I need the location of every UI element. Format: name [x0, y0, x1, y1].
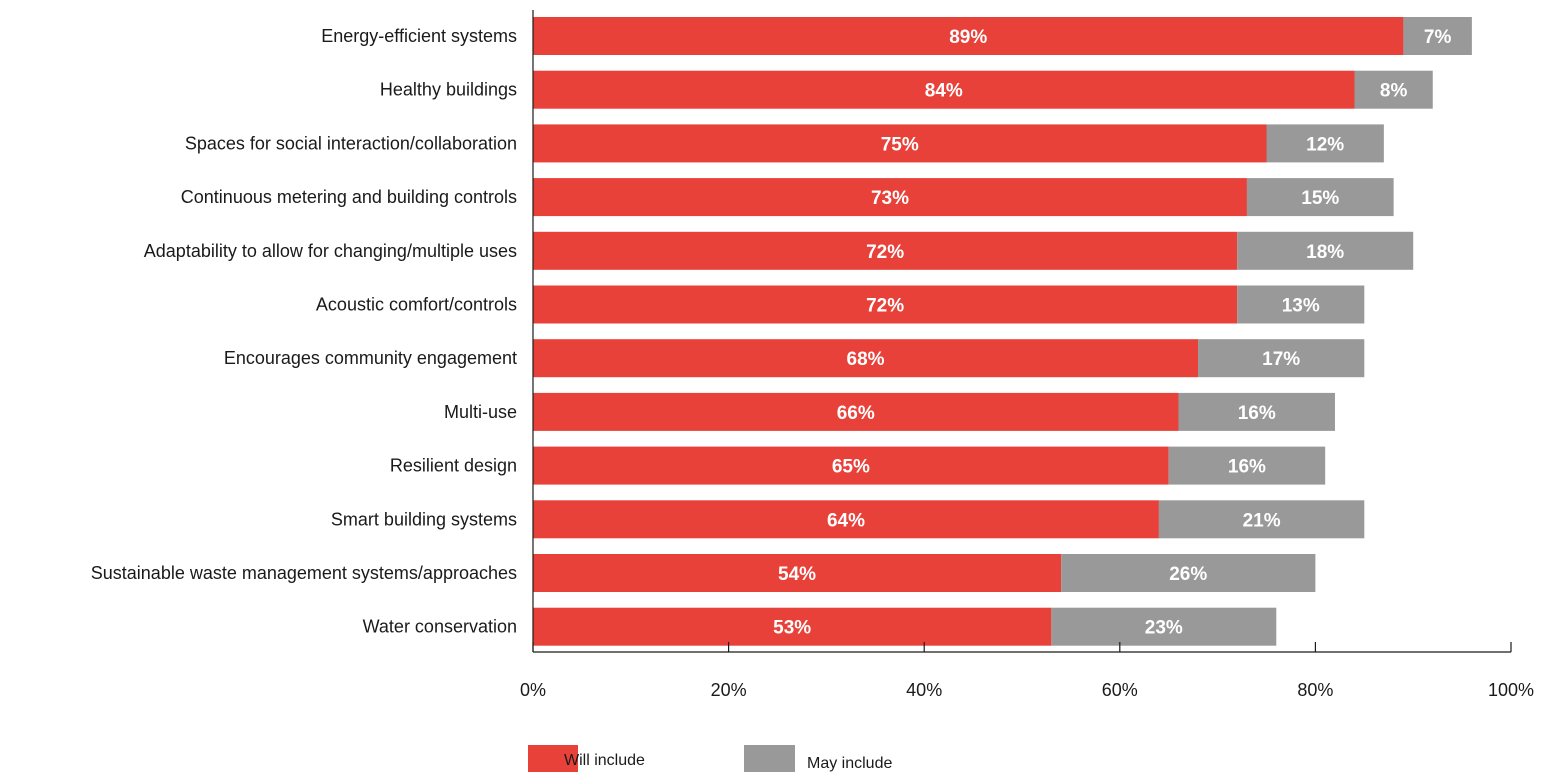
bar-will-include-1 [533, 17, 1404, 55]
x-tick-label-2: 20% [711, 680, 747, 700]
category-label-9: Resilient design [390, 456, 517, 476]
data-label-will-include-2: 84% [925, 81, 963, 102]
data-labels-layer: 89% 7% 84% 8% 75% 12% 73% 15% 72% 18% 72% 13% 68% 17%… [773, 27, 1451, 639]
data-label-will-include-8: 66% [837, 403, 875, 424]
category-label-7: Encourages community engagement [224, 348, 517, 368]
category-label-4: Continuous metering and building control… [181, 187, 517, 207]
category-label-8: Multi-use [444, 402, 517, 422]
bar-may-include-12 [1051, 607, 1277, 646]
data-label-may-include-9: 16% [1228, 457, 1266, 478]
data-label-will-include-1: 89% [949, 27, 987, 48]
bar-may-include-2 [1354, 70, 1433, 109]
bar-will-include-4 [533, 178, 1247, 217]
category-label-12: Water conservation [363, 617, 517, 637]
data-label-may-include-7: 17% [1262, 349, 1300, 370]
bar-will-include-12 [533, 607, 1052, 646]
bar-may-include-7 [1198, 339, 1365, 378]
bar-may-include-9 [1168, 446, 1326, 485]
bar-may-include-6 [1237, 285, 1365, 324]
data-label-may-include-6: 13% [1282, 296, 1320, 317]
data-label-may-include-12: 23% [1145, 618, 1183, 639]
bar-will-include-5 [533, 231, 1238, 270]
legend-swatch-will-include [528, 745, 578, 772]
bar-may-include-3 [1266, 124, 1384, 163]
x-tick-label-6: 100% [1488, 680, 1534, 700]
category-labels-layer: Energy-efficient systems Healthy building… [91, 26, 517, 637]
x-tick-label-4: 60% [1102, 680, 1138, 700]
data-label-will-include-3: 75% [881, 134, 919, 155]
category-label-1: Energy-efficient systems [321, 26, 517, 46]
category-label-3: Spaces for social interaction/collaborat… [185, 133, 517, 153]
bar-will-include-11 [533, 554, 1062, 592]
data-label-will-include-5: 72% [866, 242, 904, 263]
data-label-will-include-7: 68% [847, 349, 885, 370]
bar-will-include-9 [533, 446, 1169, 485]
data-label-may-include-8: 16% [1238, 403, 1276, 424]
bar-will-include-8 [533, 392, 1179, 431]
bar-will-include-6 [533, 285, 1238, 324]
data-label-may-include-11: 26% [1169, 564, 1207, 585]
data-label-may-include-1: 7% [1424, 27, 1452, 48]
category-label-10: Smart building systems [331, 509, 517, 529]
bar-may-include-4 [1246, 178, 1394, 217]
x-axis: 0% 20% 40% 60% 80% 100% [520, 10, 1534, 700]
bar-will-include-3 [533, 124, 1267, 163]
data-label-may-include-3: 12% [1306, 134, 1344, 155]
data-label-may-include-10: 21% [1243, 510, 1281, 531]
data-label-may-include-4: 15% [1301, 188, 1339, 209]
bar-may-include-8 [1178, 392, 1335, 431]
category-label-2: Healthy buildings [380, 80, 517, 100]
category-label-5: Adaptability to allow for changing/multi… [144, 241, 517, 261]
data-label-may-include-5: 18% [1306, 242, 1344, 263]
bar-may-include-1 [1403, 17, 1472, 55]
category-label-11: Sustainable waste management systems/app… [91, 563, 517, 583]
bar-may-include-10 [1158, 500, 1365, 539]
data-label-will-include-11: 54% [778, 564, 816, 585]
bar-may-include-5 [1237, 231, 1414, 270]
legend-label-will-include: Will include [564, 752, 645, 769]
data-label-will-include-4: 73% [871, 188, 909, 209]
legend-swatch-may-include [744, 745, 795, 772]
x-tick-label-3: 40% [906, 680, 942, 700]
data-label-will-include-10: 64% [827, 510, 865, 531]
legend-label-may-include: May include [807, 755, 892, 772]
bar-will-include-7 [533, 339, 1199, 378]
bar-will-include-2 [533, 70, 1355, 109]
bar-may-include-11 [1061, 554, 1316, 592]
data-label-will-include-6: 72% [866, 296, 904, 317]
legend: Will include May include [528, 745, 892, 772]
category-label-6: Acoustic comfort/controls [316, 295, 517, 315]
x-tick-label-5: 80% [1297, 680, 1333, 700]
data-label-will-include-9: 65% [832, 457, 870, 478]
bars-layer [533, 17, 1472, 646]
data-label-may-include-2: 8% [1380, 81, 1408, 102]
bar-will-include-10 [533, 500, 1159, 539]
x-tick-label-1: 0% [520, 680, 546, 700]
data-label-will-include-12: 53% [773, 618, 811, 639]
